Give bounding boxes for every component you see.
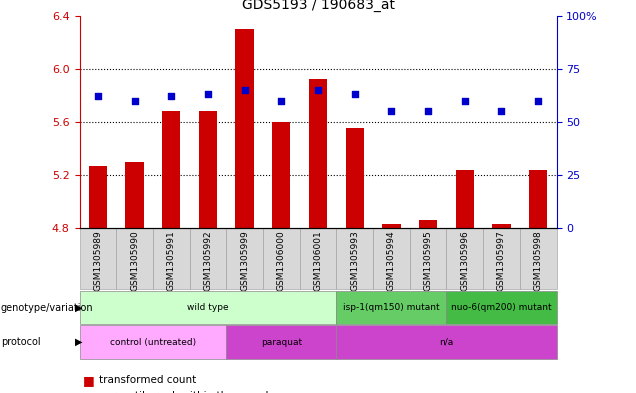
Point (166, 93, 176, 99)
Bar (492, 224, 511, 228)
Bar (198, 111, 217, 228)
Point (313, 87, 323, 93)
Point (240, 87, 250, 93)
Text: genotype/variation: genotype/variation (1, 303, 93, 312)
Bar (272, 122, 291, 228)
Bar (382, 224, 401, 228)
Point (496, 108, 506, 114)
Text: paraquat: paraquat (261, 338, 302, 347)
Title: GDS5193 / 190683_at: GDS5193 / 190683_at (242, 0, 394, 12)
Text: n/a: n/a (439, 338, 453, 347)
Bar (235, 29, 254, 228)
Text: control (untreated): control (untreated) (110, 338, 196, 347)
Bar (419, 220, 438, 228)
Point (423, 108, 433, 114)
Bar (455, 169, 474, 228)
Point (460, 97, 470, 104)
Text: nuo-6(qm200) mutant: nuo-6(qm200) mutant (451, 303, 552, 312)
Point (386, 108, 396, 114)
Point (276, 97, 286, 104)
Text: ■: ■ (83, 389, 94, 393)
Text: transformed count: transformed count (99, 375, 196, 386)
Bar (88, 165, 107, 228)
Text: protocol: protocol (1, 337, 40, 347)
Text: ▶: ▶ (75, 337, 83, 347)
Bar (345, 129, 364, 228)
Text: wild type: wild type (187, 303, 229, 312)
Point (93, 93, 103, 99)
Text: ▶: ▶ (75, 303, 83, 312)
Point (350, 91, 360, 97)
Point (533, 97, 543, 104)
Text: percentile rank within the sample: percentile rank within the sample (99, 391, 275, 393)
Bar (162, 111, 181, 228)
Text: isp-1(qm150) mutant: isp-1(qm150) mutant (343, 303, 439, 312)
Bar (529, 169, 548, 228)
Text: ■: ■ (83, 374, 94, 387)
Point (203, 91, 213, 97)
Bar (309, 79, 327, 228)
Bar (125, 162, 144, 228)
Point (130, 97, 140, 104)
